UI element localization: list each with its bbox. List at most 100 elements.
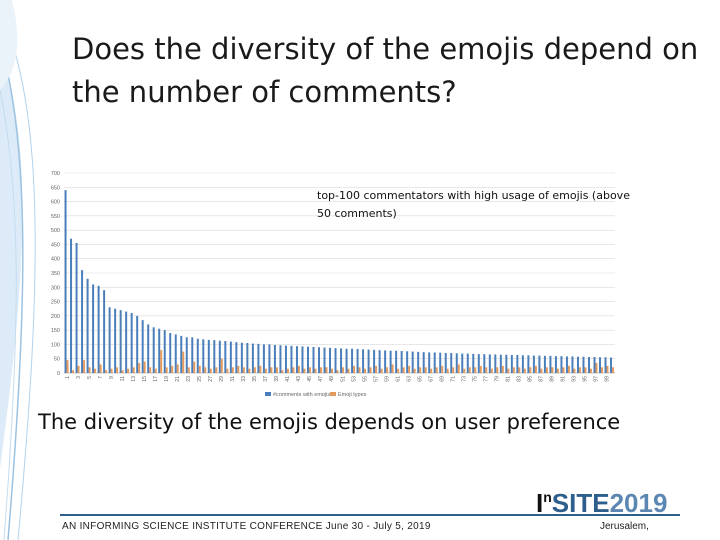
x-tick-label: 41 (285, 376, 291, 382)
x-tick-label: 47 (318, 376, 324, 382)
bar (125, 311, 128, 373)
bar (395, 350, 398, 373)
bar (466, 353, 469, 373)
bar (92, 284, 95, 373)
bar (83, 360, 86, 373)
bar (356, 349, 359, 373)
bar (257, 343, 260, 373)
bar (593, 357, 596, 373)
bar (516, 355, 519, 373)
bar (422, 352, 425, 373)
bar (325, 367, 328, 373)
bar (141, 320, 144, 373)
x-tick-label: 45 (307, 376, 313, 382)
bar (378, 350, 381, 373)
y-tick-label: 700 (51, 171, 60, 177)
bar (130, 313, 133, 373)
legend-swatch (330, 392, 336, 396)
bar (158, 328, 161, 373)
bar (584, 367, 587, 373)
bar (279, 345, 282, 373)
bar (323, 347, 326, 373)
bar (251, 343, 254, 373)
bar (538, 355, 541, 373)
bar (342, 367, 345, 373)
bar (336, 370, 339, 373)
bar (187, 367, 190, 373)
bar (295, 346, 298, 373)
bar (549, 355, 552, 373)
bar (589, 368, 592, 373)
bar (601, 367, 603, 373)
x-tick-label: 39 (274, 376, 280, 382)
bar (472, 353, 475, 373)
bar (262, 344, 265, 373)
bar (191, 337, 194, 373)
y-tick-label: 50 (54, 357, 60, 363)
bar (259, 365, 262, 373)
bar (108, 307, 111, 373)
y-tick-label: 0 (57, 371, 60, 377)
bar (417, 351, 420, 373)
bar (532, 355, 535, 373)
bar (193, 361, 196, 373)
bar (226, 368, 229, 373)
x-tick-label: 31 (230, 376, 236, 382)
bar (468, 367, 471, 373)
bar (281, 370, 284, 373)
x-tick-label: 97 (594, 376, 600, 382)
x-tick-label: 79 (495, 376, 501, 382)
bar (402, 367, 405, 373)
x-tick-label: 49 (329, 376, 335, 382)
x-tick-label: 77 (484, 376, 490, 382)
bar (534, 365, 537, 373)
bar (358, 367, 361, 373)
bar (604, 357, 607, 373)
bar (554, 356, 557, 373)
bar (242, 367, 245, 373)
bar (463, 368, 466, 373)
bar (610, 357, 613, 373)
bar (152, 327, 155, 373)
bar (114, 308, 117, 373)
bar (290, 345, 293, 373)
bar (518, 367, 521, 373)
x-tick-label: 57 (373, 376, 379, 382)
x-tick-label: 43 (296, 376, 302, 382)
y-tick-label: 200 (51, 314, 60, 320)
bar (319, 367, 322, 373)
bar (138, 363, 141, 373)
bar (235, 342, 238, 373)
bar (446, 368, 449, 373)
x-tick-label: 85 (528, 376, 534, 382)
bar (499, 354, 502, 373)
bar (439, 352, 442, 373)
bar (163, 330, 166, 373)
bar (154, 368, 157, 373)
bar (198, 365, 201, 373)
bar (540, 368, 543, 373)
x-tick-label: 7 (98, 376, 104, 379)
bar (275, 367, 278, 373)
x-tick-label: 35 (252, 376, 258, 382)
x-tick-label: 53 (351, 376, 357, 382)
bar (116, 367, 119, 373)
bar (204, 367, 207, 373)
x-tick-label: 3 (76, 376, 82, 379)
bar (75, 243, 78, 373)
bar (286, 368, 289, 373)
bar (562, 367, 565, 373)
bar (373, 349, 376, 373)
x-tick-label: 15 (142, 376, 148, 382)
bar (165, 367, 168, 373)
x-tick-label: 13 (131, 376, 137, 382)
bar (595, 363, 598, 373)
bar (485, 367, 488, 373)
y-tick-label: 150 (51, 328, 60, 334)
bar (72, 370, 75, 373)
bar (213, 340, 216, 373)
bar (110, 368, 113, 373)
bar (573, 368, 576, 373)
bar (292, 367, 295, 373)
bar (369, 367, 372, 373)
